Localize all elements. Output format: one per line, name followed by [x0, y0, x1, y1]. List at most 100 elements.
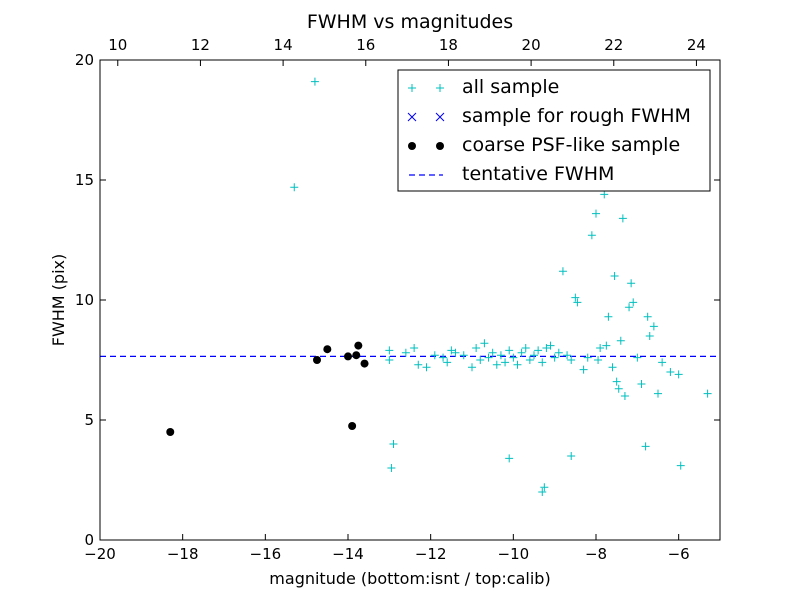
- all-sample-point: [501, 358, 510, 367]
- y-tick-label: 20: [75, 51, 94, 69]
- all-sample-point: [645, 332, 654, 340]
- all-sample-point: [567, 356, 576, 364]
- x-tick-label: −12: [415, 545, 447, 563]
- top-x-tick-label: 14: [274, 36, 293, 54]
- all-sample-point: [703, 389, 712, 398]
- legend: all sample sample for rough FWHM coarse …: [397, 69, 711, 192]
- all-sample-point: [385, 356, 394, 364]
- x-tick-label: −6: [668, 545, 690, 563]
- all-sample-point: [480, 339, 489, 348]
- legend-label-psf-sample: coarse PSF-like sample: [462, 134, 680, 156]
- x-tick-label: −18: [167, 545, 199, 563]
- all-sample-point: [410, 344, 419, 352]
- all-sample-point: [550, 353, 559, 362]
- all-sample-point: [649, 322, 658, 331]
- legend-markers: [407, 84, 445, 176]
- all-sample-point: [525, 356, 534, 364]
- legend-marker-rough-sample: [435, 112, 445, 122]
- legend-label-tentative-fwhm: tentative FWHM: [462, 163, 614, 185]
- all-sample-point: [610, 272, 619, 280]
- all-sample-point: [443, 358, 452, 367]
- all-sample-point: [616, 336, 625, 345]
- all-sample-point: [602, 341, 611, 350]
- all-sample-point: [385, 346, 394, 355]
- psf-sample-point: [344, 352, 352, 361]
- chart-title: FWHM vs magnitudes: [307, 11, 513, 33]
- all-sample-point: [538, 488, 547, 496]
- y-tick-label: 10: [75, 291, 94, 309]
- psf-sample-point: [166, 428, 175, 436]
- all-sample-point: [658, 358, 667, 367]
- all-sample-point: [459, 351, 468, 360]
- psf-sample-point: [354, 341, 363, 350]
- legend-label-rough-sample: sample for rough FWHM: [462, 105, 691, 127]
- all-sample-point: [618, 214, 627, 223]
- top-x-tick-label: 20: [522, 36, 541, 54]
- all-sample-point: [633, 353, 642, 362]
- legend-marker-all-sample: [436, 84, 444, 92]
- all-sample-point: [517, 348, 526, 357]
- all-sample-point: [666, 368, 675, 376]
- all-sample-point: [387, 464, 396, 472]
- all-sample-point: [643, 312, 652, 321]
- y-tick-label: 0: [84, 531, 94, 549]
- all-sample-point: [542, 344, 551, 352]
- legend-label-all-sample: all sample: [462, 76, 559, 98]
- data-layer: [100, 77, 720, 496]
- all-sample-point: [625, 303, 634, 312]
- all-sample-point: [567, 452, 576, 460]
- all-sample-point: [492, 360, 501, 369]
- all-sample-point: [571, 293, 580, 302]
- all-sample-point: [468, 363, 476, 372]
- all-sample-point: [451, 348, 460, 357]
- all-sample-point: [627, 279, 636, 288]
- all-sample-point: [573, 298, 582, 307]
- all-sample-point: [401, 348, 410, 357]
- all-sample-point: [538, 358, 547, 367]
- all-sample-point: [608, 363, 617, 372]
- all-sample-point: [654, 389, 662, 398]
- all-sample-point: [484, 353, 493, 362]
- all-sample-point: [563, 351, 572, 360]
- psf-sample-point: [313, 356, 321, 364]
- psf-sample-point: [352, 351, 361, 360]
- all-sample-point: [596, 344, 605, 352]
- all-sample-point: [430, 351, 439, 360]
- x-tick-label: −14: [332, 545, 364, 563]
- all-sample-point: [612, 377, 621, 386]
- axis-layer: −20 −18 −16 −14 −12 −10 −8 −6 0 5 10 15 20 10 12 14 16 18…: [75, 36, 720, 563]
- legend-marker-psf-sample: [408, 142, 416, 150]
- all-sample-point: [592, 209, 600, 218]
- psf-sample-point: [360, 359, 369, 368]
- legend-marker-rough-sample: [407, 112, 417, 122]
- all-sample-point: [558, 267, 567, 276]
- all-sample-point: [629, 298, 638, 307]
- all-sample-point: [513, 360, 522, 369]
- x-tick-label: −20: [84, 545, 116, 563]
- all-sample-point: [414, 360, 423, 369]
- all-sample-point: [476, 356, 485, 364]
- top-x-tick-label: 16: [356, 36, 375, 54]
- all-sample-point: [530, 351, 538, 360]
- all-sample-point: [546, 341, 555, 350]
- all-sample-point: [604, 312, 613, 321]
- all-sample-point: [422, 363, 431, 372]
- all-sample-point: [310, 77, 319, 86]
- all-sample-point: [583, 353, 592, 362]
- all-sample-point: [620, 392, 629, 400]
- top-x-tick-label: 10: [108, 36, 127, 54]
- all-sample-point: [496, 351, 505, 360]
- all-sample-point: [600, 190, 609, 199]
- all-sample-point: [472, 344, 481, 352]
- legend-marker-psf-sample: [436, 142, 444, 150]
- all-sample-point: [290, 183, 299, 192]
- all-sample-point: [521, 344, 530, 352]
- all-sample-point: [505, 346, 514, 355]
- x-tick-label: −8: [585, 545, 607, 563]
- all-sample-point: [641, 442, 650, 451]
- y-tick-label: 5: [84, 411, 94, 429]
- x-tick-label: −10: [498, 545, 530, 563]
- x-axis-label: magnitude (bottom:isnt / top:calib): [269, 569, 550, 588]
- legend-box: [397, 69, 711, 192]
